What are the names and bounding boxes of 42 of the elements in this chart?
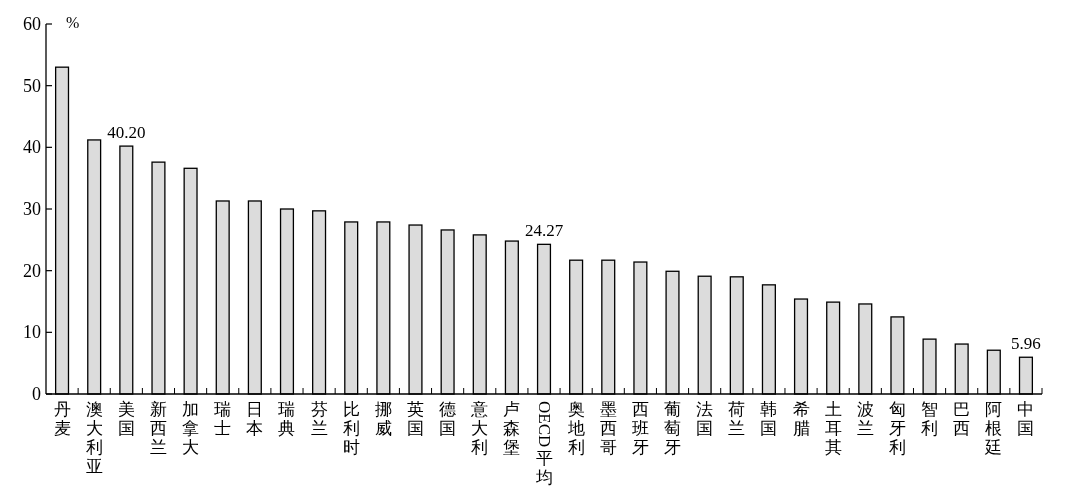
xtick-label: 卢森堡 xyxy=(503,400,521,457)
xtick-label: 美国 xyxy=(117,400,135,438)
xtick-label: 瑞士 xyxy=(214,400,232,438)
y-tick-label: 20 xyxy=(23,260,41,281)
y-tick-label: 0 xyxy=(32,384,41,404)
y-tick-label: 40 xyxy=(23,137,41,158)
xtick-label: 挪威 xyxy=(374,400,392,438)
data-label: 40.20 xyxy=(107,123,146,143)
xtick-label: 瑞典 xyxy=(278,400,296,438)
xtick-label: 中国 xyxy=(1017,400,1035,438)
xtick-label: 匈牙利 xyxy=(888,400,906,457)
xtick-label: 新西兰 xyxy=(149,400,167,457)
y-tick-label: 10 xyxy=(23,322,41,343)
xtick-label: 土耳其 xyxy=(824,400,842,457)
xtick-label: 加拿大 xyxy=(182,400,200,457)
xtick-label: 德国 xyxy=(439,400,457,438)
xtick-label: 西班牙 xyxy=(631,400,649,457)
xtick-label: 意大利 xyxy=(471,400,489,457)
xtick-label: 丹麦 xyxy=(53,400,71,438)
xtick-label: 墨西哥 xyxy=(599,400,617,457)
data-label: 24.27 xyxy=(524,221,564,241)
y-axis-title: % xyxy=(66,13,80,31)
xtick-label: 英国 xyxy=(407,400,424,438)
xtick-label: 巴西 xyxy=(953,400,971,438)
xtick-label: 智利 xyxy=(921,400,939,438)
xtick-label: 奥地利 xyxy=(567,400,585,457)
data-label: 5.96 xyxy=(1011,334,1041,354)
xtick-label: 法国 xyxy=(696,400,714,438)
y-tick-label: 60 xyxy=(23,14,41,34)
y-tick-label: 50 xyxy=(23,75,41,96)
xtick-label: 比利时 xyxy=(342,400,360,457)
xtick-label: 荷兰 xyxy=(728,400,746,438)
xtick-label: OECD平均 xyxy=(534,401,554,488)
xtick-label: 阿根廷 xyxy=(985,400,1003,457)
xtick-label: 日本 xyxy=(246,400,264,438)
xtick-label: 澳大利亚 xyxy=(85,400,103,476)
xtick-label: 芬兰 xyxy=(310,400,328,438)
xtick-label: 波兰 xyxy=(856,400,874,438)
xtick-label: 葡萄牙 xyxy=(664,400,681,457)
xtick-label: 希腊 xyxy=(792,400,810,438)
y-tick-label: 30 xyxy=(23,199,41,219)
xtick-label: 韩国 xyxy=(760,400,778,438)
